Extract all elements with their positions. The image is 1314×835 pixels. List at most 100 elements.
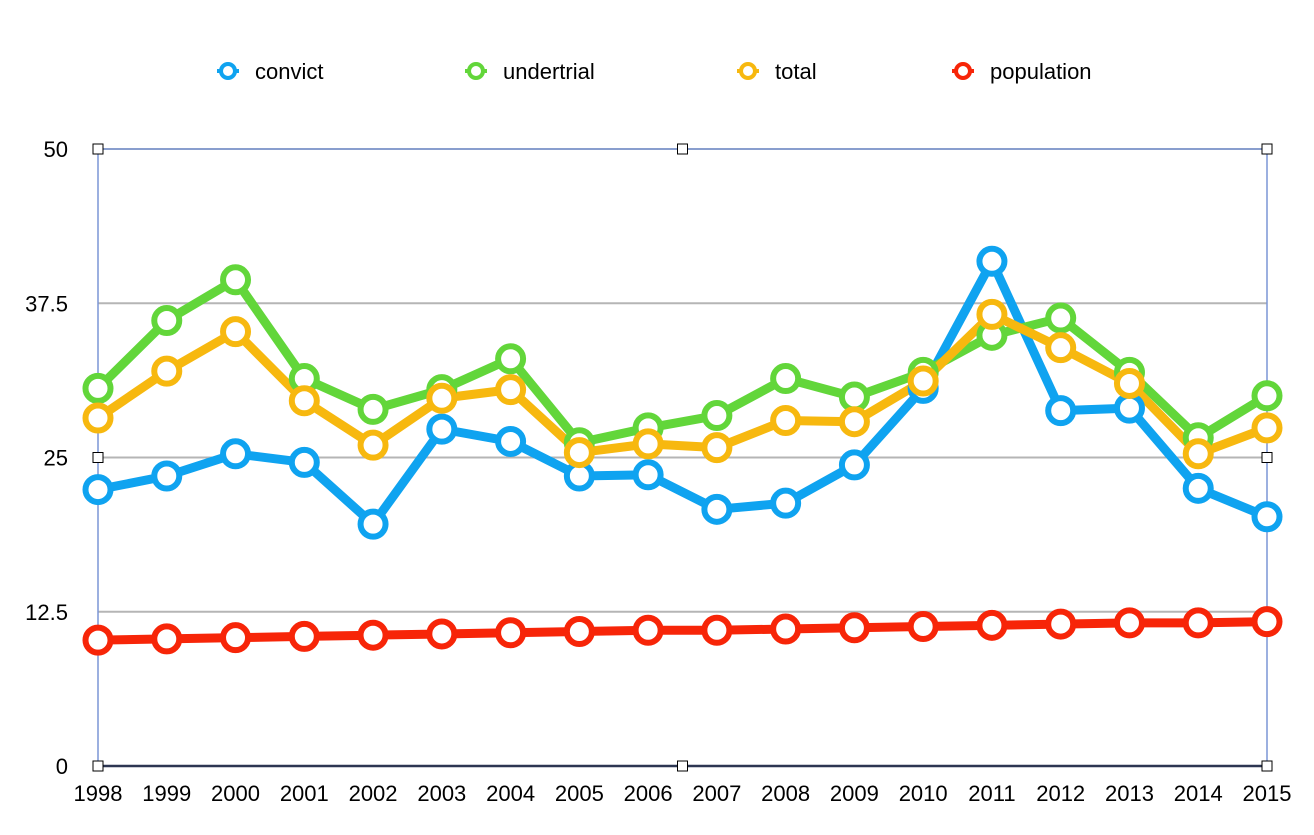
data-point-total [907,365,939,397]
data-point-total [426,382,458,414]
data-point-population [151,623,183,655]
data-point-population [1045,608,1077,640]
data-point-population [357,619,389,651]
x-tick-label: 2013 [1105,781,1154,806]
data-point-total [151,355,183,387]
x-tick-label: 1998 [74,781,123,806]
y-axis-ticks: 0 12.5 25 37.5 50 [25,137,68,779]
legend: convict undertrial total population [217,59,1092,84]
y-tick-label: 37.5 [25,291,68,316]
x-tick-label: 2002 [349,781,398,806]
x-tick-label: 2009 [830,781,879,806]
x-tick-label: 1999 [142,781,191,806]
data-point-undertrial [82,372,114,404]
x-tick-label: 2010 [899,781,948,806]
legend-swatch-marker-convict [219,62,237,80]
data-point-population [976,609,1008,641]
x-tick-label: 2005 [555,781,604,806]
data-point-population [563,615,595,647]
data-point-population [288,620,320,652]
data-point-undertrial [495,343,527,375]
legend-label-population: population [990,59,1092,84]
selection-handle [92,760,104,772]
series-line-convict [93,256,1272,529]
data-point-total [495,374,527,406]
x-tick-label: 2011 [968,781,1015,806]
y-tick-label: 25 [44,446,68,471]
data-point-convict [288,446,320,478]
data-point-undertrial [1045,302,1077,334]
data-point-undertrial [1251,380,1283,412]
data-point-total [288,385,320,417]
data-point-convict [1113,392,1145,424]
data-point-population [632,614,664,646]
y-tick-label: 12.5 [25,600,68,625]
data-point-population [1251,606,1283,638]
data-point-total [357,429,389,461]
data-point-total [701,432,733,464]
data-point-undertrial [701,400,733,432]
legend-label-convict: convict [255,59,323,84]
x-tick-label: 2008 [761,781,810,806]
x-tick-label: 2004 [486,781,535,806]
selection-handle [677,760,688,772]
data-point-total [1113,367,1145,399]
series-line-population [93,617,1272,645]
data-point-population [1182,607,1214,639]
selection-handle [1261,760,1273,772]
data-point-total [82,402,114,434]
selection-handle [92,143,104,155]
data-point-convict [1182,472,1214,504]
x-tick-label: 2003 [417,781,466,806]
y-tick-label: 50 [44,137,68,162]
data-point-undertrial [357,393,389,425]
data-point-convict [426,413,458,445]
data-point-population [82,624,114,656]
data-point-convict [976,245,1008,277]
legend-swatch-marker-undertrial [467,62,485,80]
x-tick-label: 2000 [211,781,260,806]
x-axis-ticks: 1998 1999 2000 2001 2002 2003 2004 2005 2006 2007… [74,781,1292,806]
x-tick-label: 2015 [1243,781,1292,806]
data-point-total [632,428,664,460]
data-point-total [1182,438,1214,470]
data-point-undertrial [838,381,870,413]
data-point-total [838,406,870,438]
x-tick-label: 2001 [280,781,329,806]
data-point-population [701,614,733,646]
data-point-population [1113,607,1145,639]
data-point-population [495,617,527,649]
legend-label-undertrial: undertrial [503,59,595,84]
legend-swatch-marker-total [739,62,757,80]
data-point-undertrial [770,363,802,395]
data-point-convict [220,438,252,470]
x-tick-label: 2014 [1174,781,1223,806]
data-point-convict [495,425,527,457]
selection-handle [1261,143,1273,155]
data-point-convict [357,508,389,540]
y-tick-label: 0 [56,754,68,779]
data-point-convict [632,459,664,491]
x-tick-label: 2012 [1036,781,1085,806]
data-point-convict [770,487,802,519]
data-point-convict [838,449,870,481]
data-point-undertrial [151,305,183,337]
data-point-undertrial [220,264,252,296]
data-point-total [976,298,1008,330]
data-point-population [770,613,802,645]
x-tick-label: 2006 [624,781,673,806]
data-point-total [1251,412,1283,444]
data-point-total [563,437,595,469]
selection-handles [92,143,1273,772]
data-point-population [426,618,458,650]
data-point-population [838,612,870,644]
data-point-population [220,622,252,654]
data-point-convict [82,474,114,506]
data-point-total [1045,332,1077,364]
data-point-total [220,316,252,348]
data-point-convict [701,493,733,525]
data-point-convict [1045,395,1077,427]
selection-handle [1261,452,1273,463]
